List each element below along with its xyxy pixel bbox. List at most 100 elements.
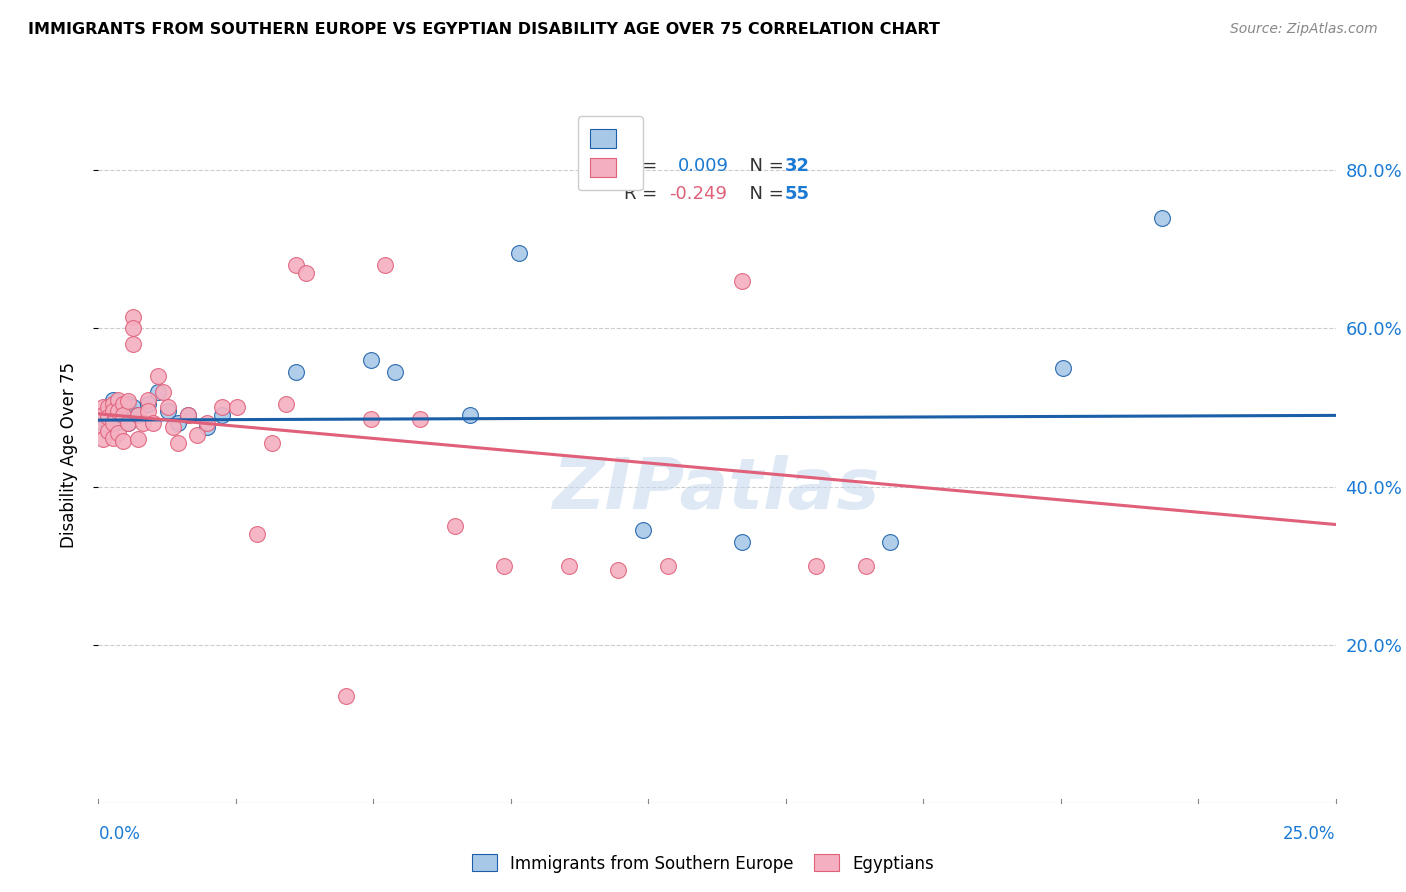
Point <box>156 401 179 415</box>
Point <box>112 409 135 424</box>
Point <box>142 417 165 431</box>
Point <box>211 401 233 415</box>
Point <box>166 417 188 431</box>
Point <box>152 384 174 399</box>
Point <box>97 417 120 432</box>
Point <box>176 409 198 423</box>
Point <box>246 527 269 541</box>
Text: IMMIGRANTS FROM SOUTHERN EUROPE VS EGYPTIAN DISABILITY AGE OVER 75 CORRELATION C: IMMIGRANTS FROM SOUTHERN EUROPE VS EGYPT… <box>28 22 941 37</box>
Point <box>107 392 129 407</box>
Text: 0.009: 0.009 <box>678 157 728 175</box>
Text: N =: N = <box>738 157 790 175</box>
Point <box>122 401 145 415</box>
Point <box>103 430 125 444</box>
Point <box>103 409 125 423</box>
Y-axis label: Disability Age Over 75: Disability Age Over 75 <box>59 362 77 548</box>
Point <box>176 409 198 423</box>
Text: 32: 32 <box>785 157 810 175</box>
Point <box>162 420 184 434</box>
Point <box>384 365 406 379</box>
Point <box>458 409 481 423</box>
Point <box>136 404 159 418</box>
Text: R =: R = <box>624 185 664 203</box>
Point <box>360 353 382 368</box>
Point <box>855 558 877 573</box>
Point <box>226 401 249 415</box>
Point <box>97 409 120 424</box>
Point <box>186 428 208 442</box>
Point <box>804 558 827 573</box>
Point <box>1152 211 1174 225</box>
Point <box>112 401 135 415</box>
Point <box>93 420 115 434</box>
Point <box>156 404 179 418</box>
Point <box>166 436 188 450</box>
Point <box>136 392 159 407</box>
Text: ZIPatlas: ZIPatlas <box>554 455 880 524</box>
Point <box>146 384 169 399</box>
Point <box>127 409 149 423</box>
Point <box>117 417 139 431</box>
Point <box>285 365 308 379</box>
Point <box>97 424 120 438</box>
Text: 0.0%: 0.0% <box>98 825 141 843</box>
Point <box>93 432 115 446</box>
Point <box>122 337 145 351</box>
Text: 55: 55 <box>785 185 810 203</box>
Point <box>117 417 139 431</box>
Point <box>107 401 129 415</box>
Point <box>335 689 357 703</box>
Point <box>1052 360 1074 375</box>
Point <box>127 409 149 423</box>
Text: 25.0%: 25.0% <box>1284 825 1336 843</box>
Point <box>103 392 125 407</box>
Point <box>731 534 754 549</box>
Point <box>117 394 139 409</box>
Point <box>607 563 630 577</box>
Text: N =: N = <box>738 185 790 203</box>
Point <box>103 401 125 415</box>
Point <box>631 523 654 537</box>
Point <box>122 321 145 335</box>
Point <box>374 258 396 272</box>
Point <box>122 310 145 324</box>
Point <box>443 519 465 533</box>
Point <box>112 396 135 410</box>
Point <box>107 415 129 429</box>
Point <box>97 401 120 415</box>
Point <box>97 404 120 418</box>
Point <box>103 417 125 431</box>
Point <box>146 368 169 383</box>
Point <box>295 266 318 280</box>
Point <box>136 396 159 410</box>
Point <box>93 409 115 423</box>
Point <box>260 436 283 450</box>
Point <box>285 258 308 272</box>
Text: Source: ZipAtlas.com: Source: ZipAtlas.com <box>1230 22 1378 37</box>
Point <box>508 246 530 260</box>
Point <box>93 401 115 415</box>
Point <box>409 412 432 426</box>
Point <box>107 404 129 418</box>
Point <box>211 409 233 423</box>
Point <box>557 558 579 573</box>
Point <box>103 404 125 418</box>
Point <box>127 432 149 446</box>
Point <box>195 420 218 434</box>
Point <box>276 396 298 410</box>
Point <box>112 409 135 423</box>
Point <box>132 417 155 431</box>
Point <box>107 425 129 440</box>
Legend: , : , <box>578 116 643 190</box>
Point <box>731 274 754 288</box>
Point <box>93 417 115 431</box>
Point <box>494 558 516 573</box>
Text: R =: R = <box>624 157 669 175</box>
Point <box>93 409 115 423</box>
Point <box>117 396 139 410</box>
Point <box>195 417 218 431</box>
Point <box>879 534 901 549</box>
Point <box>657 558 679 573</box>
Text: -0.249: -0.249 <box>669 185 727 203</box>
Point <box>360 412 382 426</box>
